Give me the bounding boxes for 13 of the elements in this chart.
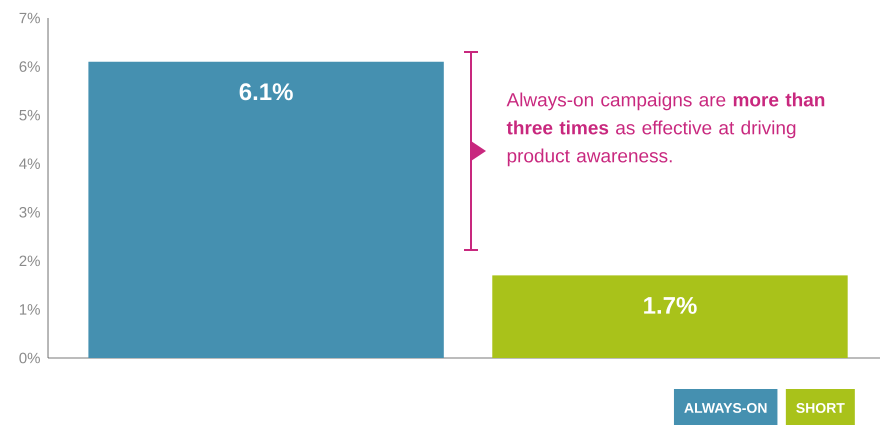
y-tick-label: 4% [19,158,40,169]
y-tick-label: 0% [19,352,40,364]
y-tick-label: 5% [19,110,40,120]
y-tick-label: 6% [20,61,40,72]
text: ALWAYS-ON [684,403,767,413]
y-tick-label: 7% [20,12,40,24]
text: Always-on campaigns are more than three times as effective at driving product awareness. [506,92,824,166]
y-tick-label: 3% [19,206,40,218]
data-label: 1.7% [644,296,697,314]
y-tick-label: 1% [20,304,40,315]
text: SHORT [796,403,845,413]
data-label: 6.1% [240,83,293,100]
y-tick-label: 2% [20,256,40,266]
